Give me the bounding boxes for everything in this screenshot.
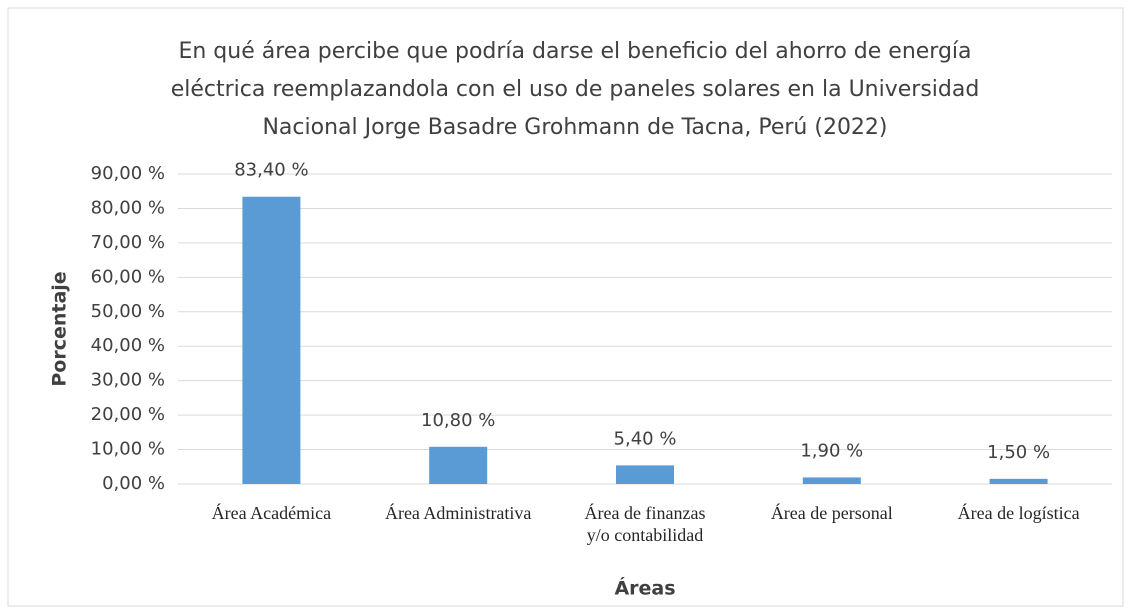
bar [989,478,1048,484]
chart-title: Nacional Jorge Basadre Grohmann de Tacna… [262,115,887,140]
y-tick-label: 40,00 % [91,335,165,356]
y-tick-label: 30,00 % [91,370,165,391]
y-tick-label: 20,00 % [91,404,165,425]
chart-border [7,7,1124,607]
x-tick-label: Área de personal [770,503,893,523]
data-label: 10,80 % [421,410,495,431]
data-label: 83,40 % [234,160,308,181]
data-label: 1,90 % [800,440,863,461]
x-tick-label: Área Académica [211,503,332,523]
y-tick-label: 50,00 % [91,301,165,322]
bar [429,446,488,484]
y-tick-label: 60,00 % [91,266,165,287]
data-label: 5,40 % [614,428,677,449]
x-axis-label: Áreas [614,577,675,600]
y-tick-label: 70,00 % [91,232,165,253]
chart-title: eléctrica reemplazandola con el uso de p… [171,77,980,102]
y-tick-label: 0,00 % [102,473,165,494]
x-tick-label: Área de logística [957,503,1080,523]
y-axis-label: Porcentaje [49,271,71,386]
x-tick-label: Área de finanzas y/o contabilidad [584,503,706,545]
bar [802,477,861,484]
bar [616,465,674,484]
x-tick-label: Área Administrativa [384,503,532,523]
data-label: 1,50 % [987,442,1050,463]
y-tick-label: 90,00 % [91,163,165,184]
y-tick-label: 10,00 % [91,439,165,460]
bar [242,196,301,484]
chart-title: En qué área percibe que podría darse el … [178,39,971,64]
y-tick-label: 80,00 % [91,197,165,218]
